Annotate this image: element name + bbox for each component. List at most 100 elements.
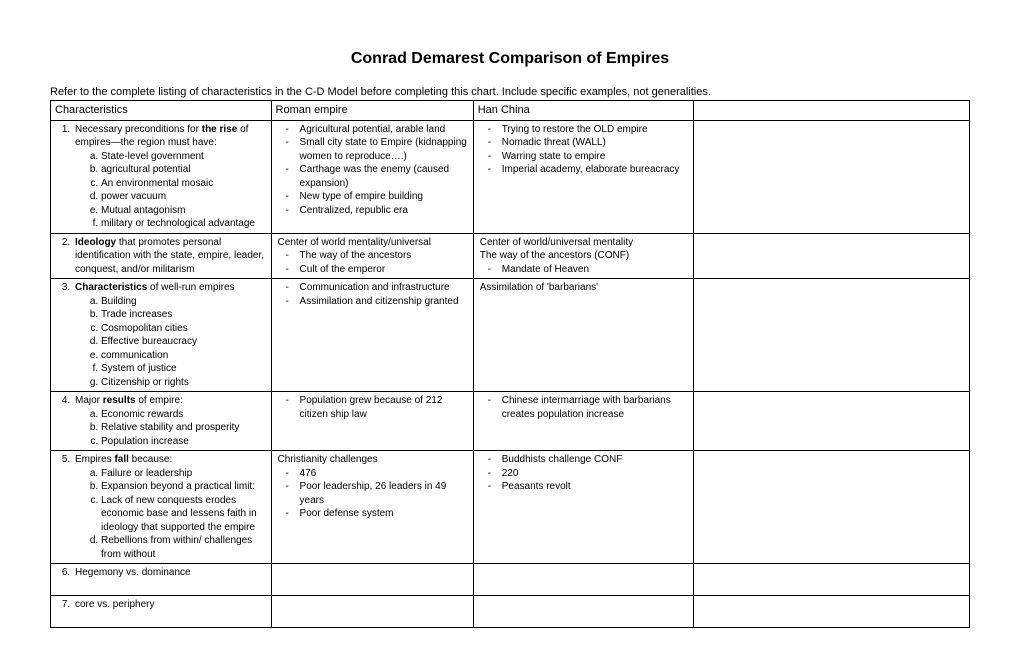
- list-item: military or technological advantage: [101, 217, 267, 231]
- table-row: Necessary preconditions for the rise of …: [51, 120, 970, 233]
- list-item: communication: [101, 349, 267, 363]
- list-item: An environmental mosaic: [101, 177, 267, 191]
- list-item: Population increase: [101, 435, 267, 449]
- cell-roman: Communication and infrastructure Assimil…: [271, 279, 473, 392]
- list-item: Assimilation and citizenship granted: [290, 295, 469, 309]
- text: Center of world/universal mentality: [480, 236, 690, 250]
- list-item: Rebellions from within/ challenges from …: [101, 534, 267, 561]
- list-item: Mutual antagonism: [101, 204, 267, 218]
- list-item: The way of the ancestors: [290, 249, 469, 263]
- list-item: agricultural potential: [101, 163, 267, 177]
- header-roman: Roman empire: [271, 101, 473, 121]
- list-item: Failure or leadership: [101, 467, 267, 481]
- comparison-table: Characteristics Roman empire Han China N…: [50, 100, 970, 628]
- cell-roman: Center of world mentality/universal The …: [271, 233, 473, 279]
- text: The way of the ancestors (CONF): [480, 249, 690, 263]
- header-characteristics: Characteristics: [51, 101, 272, 121]
- list-item: Poor defense system: [290, 507, 469, 521]
- text: Christianity challenges: [278, 453, 469, 467]
- list-item: Communication and infrastructure: [290, 281, 469, 295]
- table-row: Characteristics of well-run empires Buil…: [51, 279, 970, 392]
- text: of well-run empires: [147, 282, 234, 293]
- list-item: Imperial academy, elaborate bureacracy: [492, 163, 690, 177]
- list-item: Peasants revolt: [492, 480, 690, 494]
- text: core vs. periphery: [73, 598, 267, 612]
- list-item: Nomadic threat (WALL): [492, 136, 690, 150]
- cell-han: Buddhists challenge CONF 220 Peasants re…: [473, 451, 694, 564]
- table-header-row: Characteristics Roman empire Han China: [51, 101, 970, 121]
- list-item: Carthage was the enemy (caused expansion…: [290, 163, 469, 190]
- list-item: power vacuum: [101, 190, 267, 204]
- page-title: Conrad Demarest Comparison of Empires: [50, 50, 970, 68]
- cell-blank: [694, 596, 970, 628]
- cell-han: Chinese intermarriage with barbarians cr…: [473, 392, 694, 451]
- cell-roman: [271, 564, 473, 596]
- cell-blank: [694, 279, 970, 392]
- cell-han: Center of world/universal mentality The …: [473, 233, 694, 279]
- list-item: 476: [290, 467, 469, 481]
- list-item: Centralized, republic era: [290, 204, 469, 218]
- cell-characteristics: core vs. periphery: [51, 596, 272, 628]
- instruction-text: Refer to the complete listing of charact…: [50, 86, 970, 98]
- cell-han: Assimilation of 'barbarians': [473, 279, 694, 392]
- text-bold: results: [103, 395, 136, 406]
- text: Necessary preconditions for: [75, 124, 202, 135]
- table-row: Major results of empire: Economic reward…: [51, 392, 970, 451]
- header-han: Han China: [473, 101, 694, 121]
- cell-blank: [694, 392, 970, 451]
- text: Hegemony vs. dominance: [73, 566, 267, 580]
- text-bold: Characteristics: [75, 282, 147, 293]
- cell-roman: Population grew because of 212 citizen s…: [271, 392, 473, 451]
- header-blank: [694, 101, 970, 121]
- text-bold: the rise: [202, 124, 238, 135]
- table-row: Empires fall because: Failure or leaders…: [51, 451, 970, 564]
- cell-characteristics: Characteristics of well-run empires Buil…: [51, 279, 272, 392]
- list-item: Expansion beyond a practical limit:: [101, 480, 267, 494]
- list-item: Chinese intermarriage with barbarians cr…: [492, 394, 690, 421]
- list-item: System of justice: [101, 362, 267, 376]
- table-row: Ideology that promotes personal identifi…: [51, 233, 970, 279]
- list-item: Effective bureaucracy: [101, 335, 267, 349]
- list-item: Cult of the emperor: [290, 263, 469, 277]
- list-item: Economic rewards: [101, 408, 267, 422]
- table-row: Hegemony vs. dominance: [51, 564, 970, 596]
- list-item: Building: [101, 295, 267, 309]
- list-item: Lack of new conquests erodes economic ba…: [101, 494, 267, 535]
- list-item: Buddhists challenge CONF: [492, 453, 690, 467]
- cell-characteristics: Ideology that promotes personal identifi…: [51, 233, 272, 279]
- table-row: core vs. periphery: [51, 596, 970, 628]
- cell-blank: [694, 451, 970, 564]
- list-item: Relative stability and prosperity: [101, 421, 267, 435]
- cell-characteristics: Empires fall because: Failure or leaders…: [51, 451, 272, 564]
- cell-roman: [271, 596, 473, 628]
- text: Center of world mentality/universal: [278, 236, 469, 250]
- text-bold: Ideology: [75, 237, 116, 248]
- list-item: Agricultural potential, arable land: [290, 123, 469, 137]
- cell-characteristics: Necessary preconditions for the rise of …: [51, 120, 272, 233]
- list-item: Trying to restore the OLD empire: [492, 123, 690, 137]
- text: Assimilation of 'barbarians': [480, 281, 690, 295]
- text: Major: [75, 395, 103, 406]
- list-item: State-level government: [101, 150, 267, 164]
- list-item: Poor leadership, 26 leaders in 49 years: [290, 480, 469, 507]
- text: Empires: [75, 454, 114, 465]
- cell-han: Trying to restore the OLD empire Nomadic…: [473, 120, 694, 233]
- list-item: 220: [492, 467, 690, 481]
- cell-blank: [694, 233, 970, 279]
- cell-roman: Christianity challenges 476 Poor leaders…: [271, 451, 473, 564]
- list-item: New type of empire building: [290, 190, 469, 204]
- cell-characteristics: Major results of empire: Economic reward…: [51, 392, 272, 451]
- list-item: Citizenship or rights: [101, 376, 267, 390]
- list-item: Population grew because of 212 citizen s…: [290, 394, 469, 421]
- list-item: Trade increases: [101, 308, 267, 322]
- cell-roman: Agricultural potential, arable land Smal…: [271, 120, 473, 233]
- text: because:: [129, 454, 172, 465]
- list-item: Warring state to empire: [492, 150, 690, 164]
- list-item: Small city state to Empire (kidnapping w…: [290, 136, 469, 163]
- list-item: Cosmopolitan cities: [101, 322, 267, 336]
- text: of empire:: [136, 395, 183, 406]
- cell-blank: [694, 120, 970, 233]
- cell-han: [473, 564, 694, 596]
- cell-blank: [694, 564, 970, 596]
- list-item: Mandate of Heaven: [492, 263, 690, 277]
